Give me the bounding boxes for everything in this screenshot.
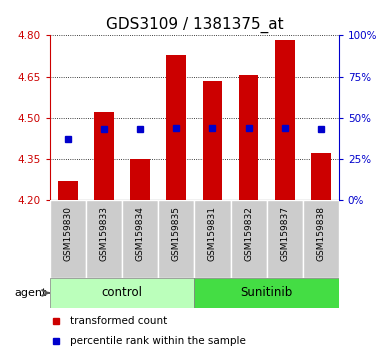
Text: GSM159833: GSM159833 bbox=[100, 206, 109, 261]
Text: GSM159837: GSM159837 bbox=[280, 206, 289, 261]
Bar bbox=[50, 278, 194, 308]
Bar bbox=[203, 81, 223, 200]
Bar bbox=[122, 200, 158, 278]
Bar bbox=[239, 75, 258, 200]
Text: GSM159831: GSM159831 bbox=[208, 206, 217, 261]
Bar bbox=[266, 200, 303, 278]
Bar bbox=[194, 278, 339, 308]
Bar bbox=[275, 40, 295, 200]
Bar bbox=[194, 200, 231, 278]
Text: control: control bbox=[102, 286, 143, 299]
Text: GSM159832: GSM159832 bbox=[244, 206, 253, 261]
Text: GSM159834: GSM159834 bbox=[136, 206, 145, 261]
Text: GSM159838: GSM159838 bbox=[316, 206, 325, 261]
Text: Sunitinib: Sunitinib bbox=[241, 286, 293, 299]
Text: GSM159835: GSM159835 bbox=[172, 206, 181, 261]
Bar bbox=[86, 200, 122, 278]
Text: GSM159830: GSM159830 bbox=[64, 206, 73, 261]
Bar bbox=[50, 200, 86, 278]
Bar bbox=[311, 153, 331, 200]
Text: agent: agent bbox=[14, 288, 47, 298]
Title: GDS3109 / 1381375_at: GDS3109 / 1381375_at bbox=[105, 16, 283, 33]
Bar bbox=[303, 200, 339, 278]
Bar bbox=[94, 112, 114, 200]
Bar bbox=[131, 159, 150, 200]
Bar bbox=[58, 181, 78, 200]
Text: percentile rank within the sample: percentile rank within the sample bbox=[70, 336, 246, 346]
Bar bbox=[166, 55, 186, 200]
Bar bbox=[231, 200, 266, 278]
Text: transformed count: transformed count bbox=[70, 316, 167, 326]
Bar bbox=[158, 200, 194, 278]
